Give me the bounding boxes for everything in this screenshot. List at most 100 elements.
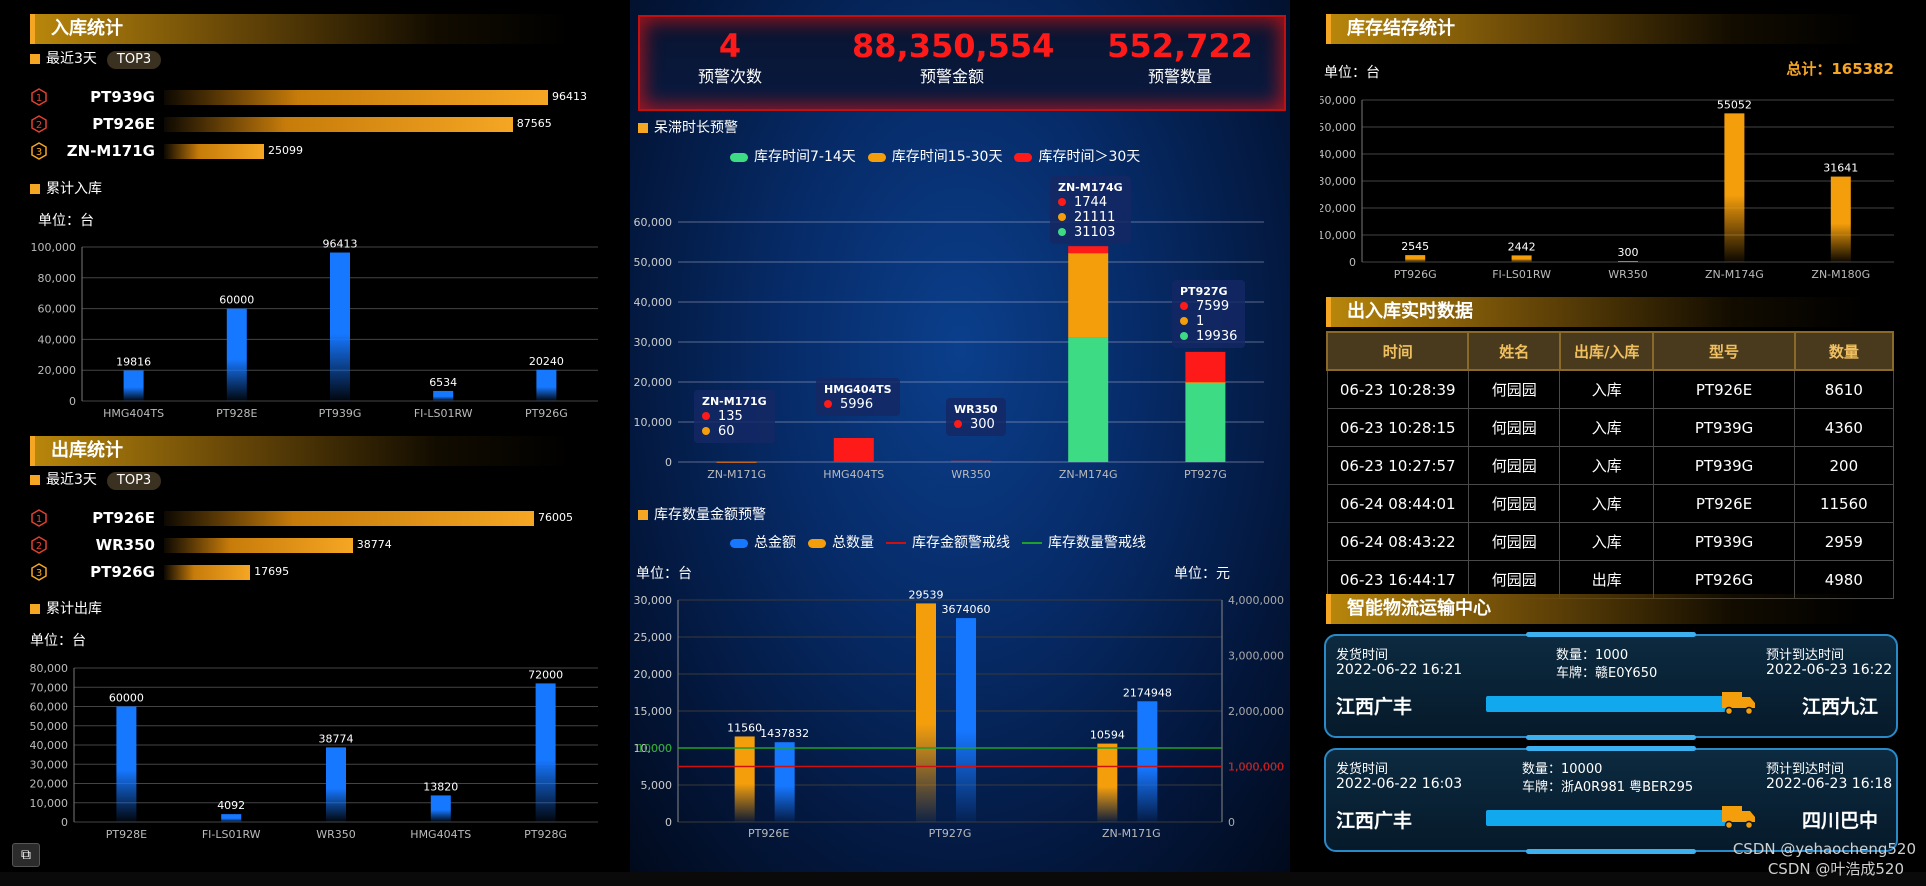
inbound-cumulative-subtitle: 累计入库: [30, 180, 102, 198]
left-panel: 入库统计 最近3天 TOP3 1 PT939G 96413 2 PT926E 87565 3 Z…: [26, 0, 606, 872]
series-dot: [702, 412, 710, 420]
data-label: 20240: [529, 355, 564, 368]
cell-name: 何园园: [1467, 560, 1561, 599]
column-header-time[interactable]: 时间: [1325, 331, 1470, 371]
bar: [1724, 113, 1745, 262]
data-label: 300: [1618, 246, 1639, 259]
shipment-card[interactable]: 发货时间 2022-06-22 16:03 数量：10000 车牌：浙A0R98…: [1324, 746, 1898, 854]
stagnation-subtitle: 呆滞时长预警: [638, 119, 738, 137]
eta-time: 2022-06-23 16:22: [1766, 662, 1893, 678]
rank-value: 38774: [356, 538, 392, 551]
eta-label: 预计到达时间: [1766, 762, 1845, 777]
data-label: 96413: [323, 238, 358, 251]
x-tick-label: HMG404TS: [410, 828, 471, 840]
rank-row[interactable]: 3 PT926G 17695: [30, 561, 600, 583]
rank-row[interactable]: 2 PT926E 87565: [30, 113, 600, 135]
svg-text:1: 1: [36, 514, 42, 525]
legend-item[interactable]: 库存时间＞30天: [1014, 146, 1140, 166]
app-launcher-icon[interactable]: ⧉: [12, 843, 40, 867]
origin-city: 江西广丰: [1336, 696, 1413, 718]
inbound-cumulative-label: 累计入库: [46, 181, 102, 197]
rank-value: 25099: [267, 144, 303, 157]
x-tick-label: PT928G: [524, 828, 567, 840]
cell-model: PT926G: [1652, 560, 1796, 599]
stagnation-tooltip: WR350 300: [946, 398, 1006, 436]
rank-row[interactable]: 3 ZN-M171G 25099: [30, 140, 600, 162]
stagnation-tooltip: PT927G 7599 1 19936: [1172, 280, 1246, 348]
rank-medal-icon: 2: [31, 536, 47, 554]
shipment-card[interactable]: 发货时间 2022-06-22 16:21 数量：1000 车牌：赣E0Y650…: [1324, 632, 1898, 740]
stacked-bar-segment: [1185, 351, 1226, 383]
data-label: 3674060: [942, 603, 991, 616]
bar: [1511, 255, 1532, 262]
x-tick-label: ZN-M180G: [1811, 268, 1870, 281]
data-label: 2442: [1508, 240, 1536, 253]
cell-direction: 出库: [1559, 560, 1654, 599]
stock-value-legend: 总金额 总数量 库存金额警戒线 库存数量警戒线: [730, 532, 1158, 552]
table-row[interactable]: 06-23 10:27:57 何园园 入库 PT939G 200: [1326, 446, 1894, 485]
legend-item[interactable]: 库存数量警戒线: [1022, 532, 1146, 552]
column-header-direction[interactable]: 出库/入库: [1558, 331, 1655, 371]
data-label: 55052: [1717, 98, 1752, 111]
y-tick-label: 20,000: [634, 376, 673, 389]
legend-item[interactable]: 总金额: [730, 532, 796, 552]
legend-label: 库存时间15-30天: [891, 149, 1003, 165]
legend-item[interactable]: 库存时间15-30天: [867, 146, 1003, 166]
destination-city: 四川巴中: [1802, 810, 1879, 832]
x-tick-label: PT928E: [106, 828, 147, 840]
ship-time: 2022-06-22 16:21: [1336, 662, 1463, 678]
y-tick-label: 0: [1349, 256, 1356, 269]
truck-icon: [1722, 806, 1755, 830]
square-bullet-icon: [638, 510, 648, 520]
column-header-model[interactable]: 型号: [1652, 331, 1796, 371]
y-tick-label-left: 10,000: [634, 742, 673, 755]
cell-quantity: 200: [1794, 446, 1894, 485]
legend-item[interactable]: 总数量: [808, 532, 874, 552]
table-row[interactable]: 06-23 10:28:39 何园园 入库 PT926E 8610: [1326, 369, 1894, 409]
table-row[interactable]: 06-23 16:44:17 何园园 出库 PT926G 4980: [1326, 560, 1894, 599]
data-label: 60000: [219, 294, 254, 307]
rank-bar: [164, 565, 251, 580]
y-tick-label-left: 25,000: [634, 631, 673, 644]
outbound-section-title: 出库统计: [30, 436, 571, 466]
outbound-recent-subtitle: 最近3天 TOP3: [30, 471, 162, 490]
tooltip-number: 135: [718, 409, 743, 424]
inbound-unit: 单位：台: [38, 213, 94, 229]
inbound-section-title: 入库统计: [30, 14, 571, 44]
table-row[interactable]: 06-23 10:28:15 何园园 入库 PT939G 4360: [1326, 408, 1894, 447]
card-tab-decoration: [1526, 632, 1696, 637]
rank-row[interactable]: 1 PT939G 96413: [30, 86, 600, 108]
kpi-value: 552,722: [1107, 27, 1253, 65]
bar-amount: [774, 742, 795, 822]
stock-value-unit-left: 单位：台: [636, 566, 692, 582]
legend-item[interactable]: 库存金额警戒线: [886, 532, 1010, 552]
x-tick-label: HMG404TS: [103, 407, 164, 420]
y-tick-label-left: 20,000: [634, 668, 673, 681]
column-header-quantity[interactable]: 数量: [1793, 331, 1895, 371]
rank-row[interactable]: 2 WR350 38774: [30, 534, 600, 556]
table-row[interactable]: 06-24 08:43:22 何园园 入库 PT939G 2959: [1326, 522, 1894, 561]
cell-model: PT926E: [1652, 369, 1796, 409]
bar: [116, 706, 137, 822]
y-tick-label: 50,000: [1320, 121, 1356, 134]
data-label: 1437832: [760, 727, 809, 740]
bar-quantity: [1097, 743, 1118, 822]
cell-model: PT939G: [1652, 522, 1796, 561]
y-tick-label: 20,000: [38, 364, 77, 377]
legend-line: [886, 542, 906, 544]
y-tick-label: 40,000: [1320, 148, 1356, 161]
x-tick-label: WR350: [316, 828, 356, 840]
table-row[interactable]: 06-24 08:44:01 何园园 入库 PT926E 11560: [1326, 484, 1894, 523]
tooltip-value: 19936: [1180, 329, 1237, 344]
shipment-quantity: 数量：1000: [1556, 648, 1629, 663]
legend-item[interactable]: 库存时间7-14天: [730, 146, 856, 166]
shipment-plate: 车牌：浙A0R981 粤BER295: [1522, 780, 1694, 795]
column-header-name[interactable]: 姓名: [1467, 331, 1561, 371]
rank-model-name: PT926E: [92, 509, 155, 527]
amount-warning-label: 1,000,000: [1228, 761, 1284, 774]
cell-name: 何园园: [1467, 522, 1561, 561]
stock-balance-chart: 0 10,000 20,000 30,000 40,000 50,000 60,000 254…: [1320, 94, 1894, 281]
bar-quantity: [734, 736, 755, 822]
cell-model: PT939G: [1652, 446, 1796, 485]
rank-row[interactable]: 1 PT926E 76005: [30, 507, 600, 529]
